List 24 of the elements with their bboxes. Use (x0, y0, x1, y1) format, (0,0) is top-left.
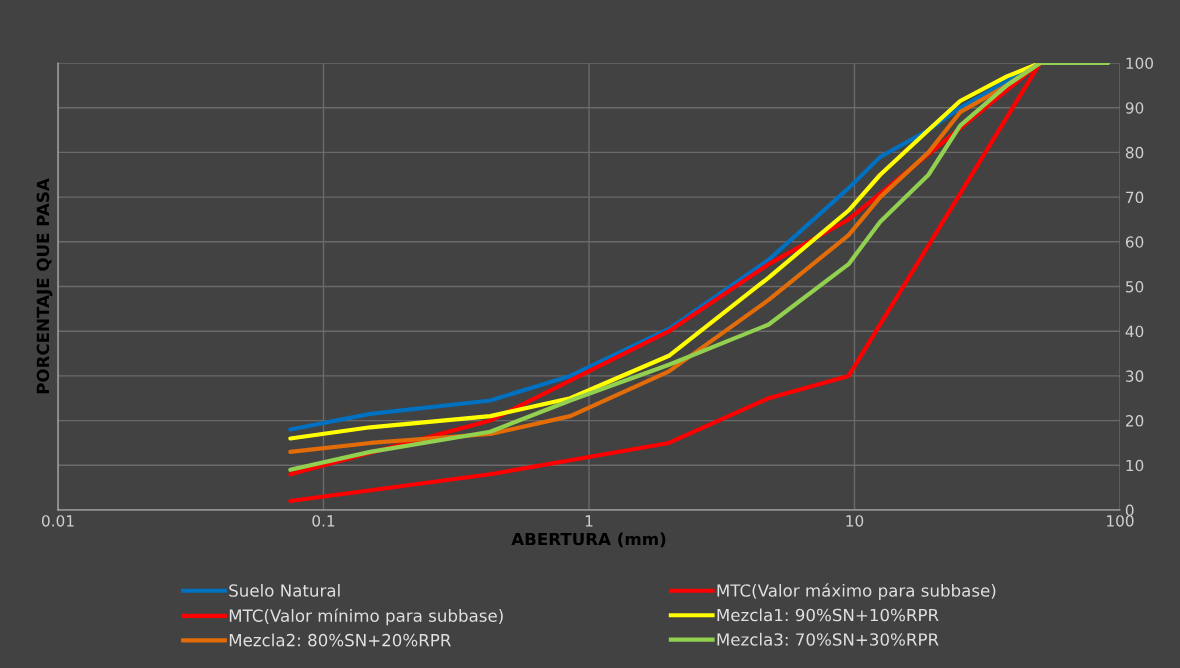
legend-label: Suelo Natural (229, 583, 340, 597)
y-tick-label: 20 (1125, 415, 1144, 427)
y-tick-label: 70 (1126, 191, 1144, 204)
x-tick-label: 10 (846, 515, 864, 527)
y-tick-label: 90 (1125, 102, 1144, 114)
y-tick-label: 80 (1125, 146, 1144, 159)
x-tick-label: 0.1 (312, 515, 335, 527)
legend-label: MTC(Valor máximo para subbase) (717, 583, 996, 601)
x-axis-title: ABERTURA (mm) (511, 532, 666, 548)
x-tick-label: 100 (1107, 515, 1134, 527)
legend-label: Mezcla1: 90%SN+10%RPR (717, 608, 939, 622)
x-tick-label: 1 (585, 515, 593, 527)
legend-label: Mezcla2: 80%SN+20%RPR (229, 633, 451, 647)
y-tick-label: 100 (1126, 57, 1154, 70)
legend-label: Mezcla3: 70%SN+30%RPR (717, 632, 939, 646)
y-tick-label: 40 (1125, 325, 1144, 338)
y-axis-title: PORCENTAJE QUE PASA (36, 178, 53, 394)
legend-label: MTC(Valor mínimo para subbase) (229, 608, 503, 626)
x-tick-label: 0.01 (42, 515, 74, 527)
y-tick-label: 10 (1126, 459, 1144, 472)
y-tick-label: 0 (1125, 504, 1134, 517)
y-tick-label: 50 (1126, 280, 1144, 293)
y-tick-label: 30 (1126, 370, 1144, 382)
y-tick-label: 60 (1125, 236, 1144, 248)
